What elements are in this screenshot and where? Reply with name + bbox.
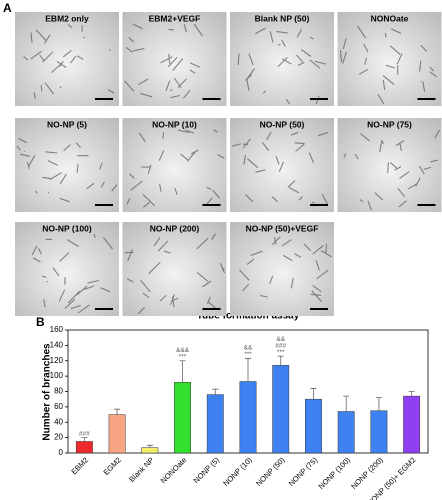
cell-network	[124, 233, 226, 315]
micrograph	[15, 12, 119, 106]
significance-label: ###	[275, 342, 286, 349]
y-tick-label: 160	[50, 325, 64, 334]
error-bar	[179, 360, 186, 383]
bar	[370, 410, 388, 454]
x-tick-label: Blank NP	[127, 455, 155, 483]
image-title: NO-NP (5)	[47, 119, 87, 129]
chart-title: Tube formation assay	[197, 311, 300, 322]
significance-label: &&	[276, 336, 285, 343]
y-tick-label: 100	[50, 371, 64, 380]
error-bar	[114, 408, 121, 415]
bar	[337, 411, 355, 454]
y-tick-label: 40	[54, 417, 63, 426]
y-tick-label: 120	[50, 356, 64, 365]
bar	[108, 414, 126, 454]
image-title: NO-NP (200)	[150, 223, 200, 233]
image-title: NO-NP (100)	[42, 223, 92, 233]
error-bar	[375, 397, 382, 411]
bar	[75, 441, 93, 454]
bar	[174, 382, 191, 454]
cell-network	[237, 27, 327, 105]
micrograph	[230, 12, 334, 106]
y-tick-label: 80	[54, 387, 63, 396]
image-title: NONOate	[371, 13, 409, 23]
error-bar	[408, 391, 415, 397]
image-title: Blank NP (50)	[255, 13, 310, 23]
cell-network	[16, 138, 118, 203]
significance-label: &&	[244, 345, 253, 352]
bar	[239, 381, 257, 454]
bar	[206, 394, 224, 454]
y-tick-label: 140	[50, 340, 64, 349]
cell-network	[23, 23, 115, 100]
image-title: NO-NP (50)	[260, 119, 305, 129]
cell-network	[339, 25, 438, 105]
panel-label: A	[3, 1, 12, 15]
image-title: NO-NP (50)+VEGF	[246, 223, 319, 233]
image-title: NO-NP (10)	[152, 119, 197, 129]
panel-label: B	[36, 315, 45, 329]
image-title: EBM2+VEGF	[149, 13, 201, 23]
image-title: NO-NP (75)	[367, 119, 412, 129]
cell-network	[343, 129, 440, 211]
error-bar	[81, 437, 88, 442]
image-title: EBM2 only	[45, 13, 89, 23]
cell-network	[126, 129, 225, 208]
x-tick-label: NONOate	[159, 455, 189, 485]
y-tick-label: 20	[54, 433, 63, 442]
x-tick-label: NONP (50)	[254, 455, 287, 488]
significance-label: ***	[277, 349, 285, 356]
cell-network	[231, 131, 329, 206]
significance-label: &&&	[176, 347, 190, 354]
x-tick-label: EGM2	[102, 455, 123, 476]
micrograph	[122, 222, 227, 316]
x-tick-label: NONP (100)	[317, 455, 353, 491]
micrograph	[337, 118, 442, 212]
x-tick-label: NONP (5)	[192, 455, 222, 485]
y-tick-label: 0	[59, 448, 64, 457]
significance-label: ###	[79, 430, 90, 437]
x-tick-label: NONP (10)	[221, 455, 254, 488]
error-bar	[310, 388, 317, 400]
micrograph	[230, 222, 334, 316]
cell-network	[31, 233, 114, 314]
error-bar	[343, 395, 350, 412]
micrograph	[15, 118, 119, 212]
bar	[272, 365, 290, 454]
y-tick-label: 60	[54, 402, 63, 411]
cell-network	[124, 23, 203, 99]
micrograph	[337, 12, 442, 106]
error-bar	[245, 358, 251, 382]
significance-label: ***	[244, 351, 252, 358]
error-bar	[277, 355, 284, 366]
bar	[305, 398, 322, 454]
significance-label: ***	[179, 353, 187, 360]
x-tick-label: NONP (75)	[287, 455, 320, 488]
error-bar	[212, 388, 219, 395]
cell-network	[239, 236, 332, 303]
bar	[403, 395, 421, 454]
micrograph	[15, 222, 119, 316]
error-bar	[146, 444, 153, 448]
bar	[141, 447, 159, 454]
micrograph	[122, 118, 227, 212]
y-axis-label: Number of branches	[42, 343, 53, 441]
x-tick-label: EBM2	[69, 455, 90, 476]
